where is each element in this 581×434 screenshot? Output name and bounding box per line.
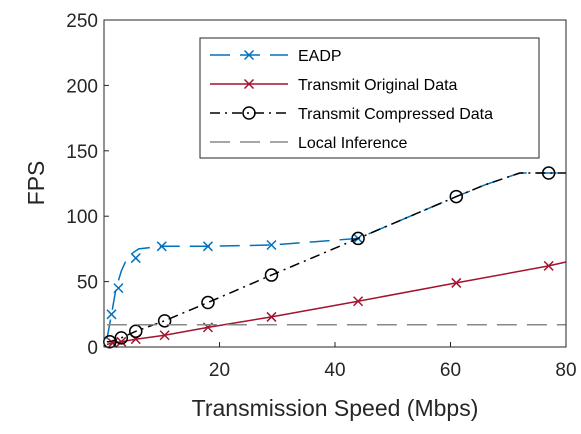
series-0-marker-4-stroke-b — [202, 241, 213, 252]
series-1-marker-1-stroke-b — [116, 336, 127, 347]
series-1-marker-1 — [116, 336, 127, 347]
y-axis-label: FPS — [23, 161, 49, 206]
series-2-marker-3 — [157, 314, 172, 328]
legend-marker-1 — [243, 78, 255, 90]
series-0-marker-4 — [202, 241, 213, 252]
y-tick-label-3: 150 — [66, 142, 98, 163]
legend-box — [199, 37, 540, 159]
series-1-marker-5 — [266, 311, 277, 322]
y-tick-label-4: 200 — [66, 76, 98, 97]
series-2-marker-5 — [264, 268, 279, 282]
series-2 — [103, 166, 566, 349]
series-1-marker-5-stroke-b — [266, 311, 277, 322]
series-0-marker-0 — [106, 309, 117, 320]
series-2-marker-2 — [129, 324, 143, 339]
x-tick-label-2: 60 — [440, 360, 461, 381]
legend-label-1: Transmit Original Data — [298, 77, 458, 94]
series-0-marker-3 — [156, 241, 167, 252]
series-2-line — [106, 172, 566, 343]
legend-marker-2 — [242, 106, 256, 120]
legend-label-2: Transmit Compressed Data — [298, 106, 493, 123]
series-0-marker-1 — [113, 283, 124, 294]
series-1-marker-3 — [159, 330, 170, 341]
series-2-marker-7 — [449, 189, 464, 204]
series-1-marker-7 — [451, 277, 462, 288]
legend-marker-0-stroke-b — [243, 49, 255, 61]
series-1-marker-3-stroke-b — [159, 330, 170, 341]
y-tick-label-0: 0 — [87, 338, 98, 359]
series-1-marker-8-stroke-b — [543, 260, 554, 271]
legend-label-0: EADP — [298, 48, 342, 65]
x-tick-label-3: 80 — [555, 360, 576, 381]
y-tick-label-2: 100 — [66, 207, 98, 228]
x-axis-label: Transmission Speed (Mbps) — [192, 395, 479, 421]
series-layer — [103, 166, 567, 349]
series-0-line — [106, 172, 566, 340]
series-2-marker-1 — [114, 331, 129, 345]
x-tick-label-1: 40 — [324, 360, 345, 381]
y-tick-label-5: 250 — [66, 11, 98, 32]
series-2-marker-6 — [351, 231, 365, 246]
series-2-marker-4 — [201, 295, 215, 310]
series-0-marker-2 — [130, 253, 141, 264]
series-1-marker-7-stroke-b — [451, 277, 462, 288]
series-1-marker-8 — [543, 260, 554, 271]
series-2-marker-8 — [541, 166, 556, 180]
series-0-marker-0-stroke-b — [106, 309, 117, 320]
series-1-marker-6-stroke-b — [353, 296, 364, 307]
series-0-marker-1-stroke-b — [113, 283, 124, 294]
legend-label-3: Local Inference — [298, 135, 408, 152]
legend-marker-0 — [243, 49, 255, 61]
x-tick-label-0: 20 — [209, 360, 230, 381]
series-1-marker-6 — [353, 296, 364, 307]
legend-marker-1-stroke-b — [243, 78, 255, 90]
series-0-marker-2-stroke-b — [130, 253, 141, 264]
ticks-layer: 20 40 60 80 0 50 100 150 200 250 — [66, 11, 576, 381]
y-tick-label-1: 50 — [77, 273, 98, 294]
series-0-marker-5 — [266, 239, 277, 251]
legend: EADP Transmit Original Data Transmit Compr… — [199, 37, 540, 159]
series-0-marker-5-stroke-b — [266, 239, 277, 251]
series-0-marker-3-stroke-b — [156, 241, 167, 252]
